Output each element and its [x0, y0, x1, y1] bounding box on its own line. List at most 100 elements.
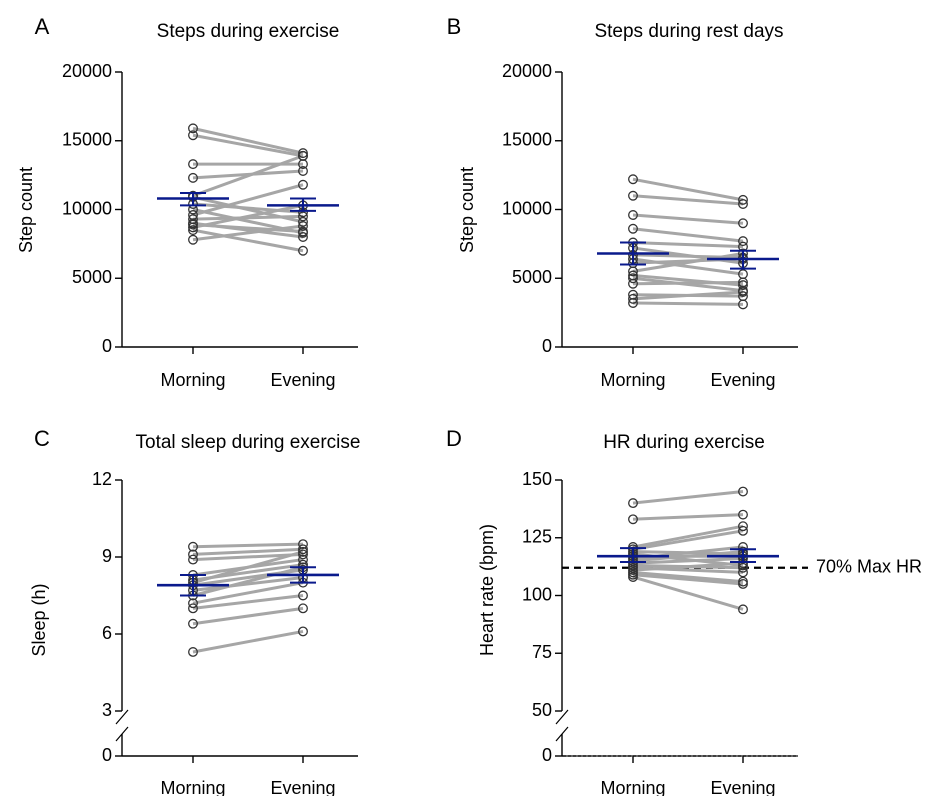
data-point-morning: [188, 172, 198, 183]
paired-line: [192, 202, 304, 214]
paired-line: [632, 227, 744, 243]
data-point-morning: [188, 222, 198, 233]
data-point-evening: [738, 604, 748, 615]
x-tick-label: Morning: [600, 370, 665, 390]
axis-break-mark: [555, 709, 569, 725]
paired-line: [192, 126, 304, 155]
data-point-morning: [628, 572, 638, 582]
paired-line: [632, 561, 744, 572]
data-point-morning: [188, 130, 198, 141]
paired-line: [192, 183, 304, 217]
y-tick-label: 15000: [502, 130, 552, 150]
axis-break-mark: [115, 709, 129, 725]
y-tick-label: 0: [542, 336, 552, 356]
paired-line: [632, 573, 744, 586]
paired-line: [192, 629, 304, 654]
data-point-evening: [738, 218, 748, 229]
data-point-evening: [738, 287, 748, 297]
data-point-morning: [188, 541, 198, 552]
y-tick-label: 10000: [502, 198, 552, 218]
data-point-morning: [628, 266, 638, 277]
data-point-evening: [738, 509, 748, 520]
panel-letter: A: [35, 14, 50, 39]
data-point-evening: [298, 148, 308, 159]
y-tick-label: 15000: [62, 130, 112, 150]
x-tick-label: Evening: [270, 370, 335, 390]
y-tick-label: 100: [522, 584, 552, 604]
x-tick-label: Evening: [710, 778, 775, 796]
data-point-morning: [188, 603, 198, 614]
paired-line: [192, 221, 304, 239]
paired-line: [192, 154, 304, 198]
paired-line: [632, 290, 744, 301]
y-tick-label: 10000: [62, 198, 112, 218]
data-point-morning: [188, 618, 198, 629]
data-point-evening: [298, 226, 308, 237]
y-tick-label: 125: [522, 527, 552, 547]
paired-line: [192, 552, 304, 562]
panel-letter: C: [34, 426, 50, 451]
chart-title: Steps during exercise: [157, 21, 340, 42]
paired-line: [632, 513, 744, 521]
y-tick-label: 75: [532, 642, 552, 662]
data-point-evening: [738, 236, 748, 247]
x-tick-label: Morning: [600, 778, 665, 796]
data-point-evening: [298, 166, 308, 176]
paired-line: [632, 550, 744, 563]
data-point-evening: [298, 245, 308, 256]
data-point-evening: [298, 590, 308, 601]
panel-b: B Steps during rest days Step count 0 5000 10…: [447, 14, 798, 390]
data-point-evening: [738, 299, 748, 310]
paired-line: [192, 203, 304, 229]
paired-line: [632, 557, 744, 565]
data-point-morning: [628, 210, 638, 220]
paired-line: [192, 594, 304, 610]
data-point-evening: [738, 579, 748, 589]
data-point-evening: [738, 280, 748, 291]
paired-line: [632, 575, 744, 611]
y-tick-label: 0: [102, 745, 112, 765]
x-tick-label: Evening: [710, 370, 775, 390]
data-point-evening: [298, 603, 308, 614]
y-tick-label: 0: [542, 745, 552, 765]
reference-line-label: 70% Max HR: [816, 557, 922, 577]
data-point-morning: [188, 159, 198, 170]
x-tick-label: Evening: [270, 778, 335, 796]
paired-line: [192, 547, 304, 556]
panel-c: C Total sleep during exercise Sleep (h) 0 3 6…: [29, 426, 361, 796]
y-tick-label: 20000: [62, 61, 112, 81]
data-point-evening: [298, 232, 308, 242]
data-point-evening: [738, 486, 748, 497]
data-point-evening: [298, 546, 308, 557]
paired-line: [632, 280, 744, 286]
paired-line: [632, 490, 744, 505]
y-tick-label: 0: [102, 336, 112, 356]
data-point-evening: [738, 199, 748, 209]
data-point-evening: [298, 211, 308, 222]
data-point-morning: [628, 565, 638, 576]
panel-a: A Steps during exercise Step count 0 5000 100…: [16, 14, 358, 390]
panel-d: D HR during exercise Heart rate (bpm) 0 50 75…: [446, 426, 922, 796]
data-point-evening: [298, 626, 308, 637]
paired-line: [192, 576, 304, 592]
y-axis-label: Heart rate (bpm): [477, 524, 497, 656]
y-tick-label: 50: [532, 700, 552, 720]
panel-letter: D: [446, 426, 462, 451]
paired-line: [192, 606, 304, 626]
data-point-morning: [628, 190, 638, 201]
paired-line: [192, 550, 304, 585]
y-axis-label: Step count: [16, 167, 36, 253]
y-tick-label: 5000: [72, 267, 112, 287]
x-tick-label: Morning: [160, 370, 225, 390]
data-point-morning: [628, 514, 638, 525]
data-point-evening: [298, 554, 308, 565]
y-tick-label: 20000: [502, 61, 552, 81]
paired-line: [632, 301, 744, 306]
data-point-evening: [298, 221, 308, 231]
data-point-morning: [188, 647, 198, 657]
paired-line: [632, 529, 744, 551]
x-tick-label: Morning: [160, 778, 225, 796]
paired-line: [192, 581, 304, 605]
data-point-morning: [628, 174, 638, 185]
